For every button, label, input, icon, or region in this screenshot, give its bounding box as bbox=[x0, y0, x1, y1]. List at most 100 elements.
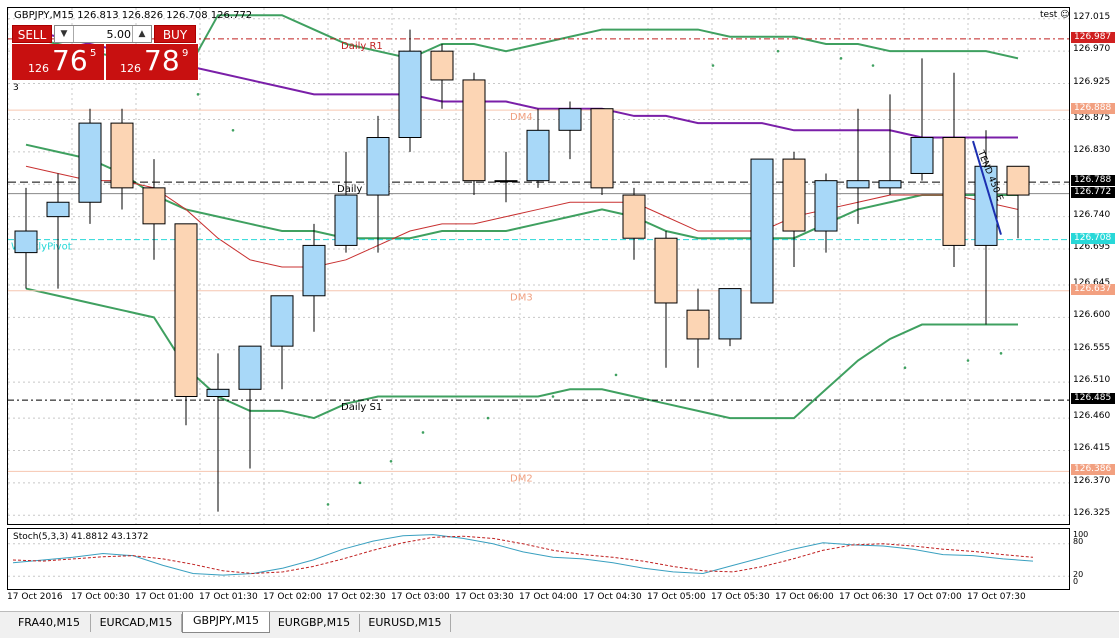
tab-eurusd[interactable]: EURUSD,M15 bbox=[360, 614, 451, 632]
bollinger-middle-line bbox=[25, 143, 1018, 240]
bear-candle bbox=[174, 223, 198, 397]
main-chart-pane[interactable]: Daily R1 Daily Pivot Daily S1 WeeklyPivot DM… bbox=[7, 7, 1070, 525]
sar-dot bbox=[966, 359, 970, 362]
price-tick-label: 126.415 bbox=[1073, 443, 1111, 454]
bear-candle bbox=[622, 194, 646, 239]
stochastic-title: Stoch(5,3,3) 41.8812 43.1372 bbox=[13, 532, 149, 542]
bear-candle bbox=[1006, 165, 1030, 196]
stochastic-pane[interactable] bbox=[7, 528, 1070, 590]
sar-dot bbox=[871, 64, 875, 67]
time-axis-label: 17 Oct 00:30 bbox=[71, 592, 130, 602]
bull-candle bbox=[206, 388, 230, 397]
sar-dot bbox=[231, 129, 235, 132]
bear-candle bbox=[142, 187, 166, 225]
lot-decrease-button[interactable]: ▼ bbox=[55, 26, 74, 42]
price-level-tag: 126.485 bbox=[1071, 393, 1115, 405]
sell-price-quote[interactable]: 126 76 5 bbox=[12, 44, 104, 80]
bear-candle bbox=[590, 108, 614, 189]
symbol-info: GBPJPY,M15 126.813 126.826 126.708 126.7… bbox=[14, 10, 253, 21]
price-level-tag: 126.788 bbox=[1071, 175, 1115, 187]
sar-dot bbox=[839, 57, 843, 60]
price-level-tag: 126.888 bbox=[1071, 103, 1115, 115]
daily-r1-label: Daily R1 bbox=[341, 41, 383, 52]
bull-candle bbox=[910, 137, 934, 174]
weekly-pivot-label: WeeklyPivot bbox=[11, 242, 72, 253]
sell-price-prefix: 126 bbox=[28, 62, 49, 75]
price-tick-label: 126.645 bbox=[1073, 278, 1110, 288]
sar-dot bbox=[326, 503, 330, 506]
price-tick-label: 126.970 bbox=[1073, 44, 1111, 55]
bull-candle bbox=[558, 108, 582, 131]
time-axis-label: 17 Oct 04:00 bbox=[519, 592, 578, 602]
sell-price-big: 76 bbox=[52, 44, 88, 77]
buy-price-quote[interactable]: 126 78 9 bbox=[106, 44, 198, 80]
sell-button[interactable]: SELL bbox=[12, 25, 52, 43]
time-axis-label: 17 Oct 07:30 bbox=[967, 592, 1026, 602]
stoch-level-20: 20 bbox=[1073, 570, 1084, 579]
lot-increase-button[interactable]: ▲ bbox=[132, 26, 151, 42]
bull-candle bbox=[334, 194, 358, 246]
stochastic-scale: 100 80 20 0 bbox=[1070, 528, 1119, 590]
bull-candle bbox=[46, 201, 70, 218]
expert-advisor-label[interactable]: test ☺ bbox=[1040, 10, 1070, 20]
sar-dot bbox=[196, 93, 200, 96]
bull-candle bbox=[302, 244, 326, 297]
stoch-signal-line bbox=[12, 535, 1034, 575]
dm2-label: DM2 bbox=[510, 473, 533, 484]
daily-pivot-label: Daily Pivot bbox=[337, 184, 390, 195]
sar-dot bbox=[614, 373, 618, 377]
buy-price-big: 78 bbox=[144, 44, 180, 77]
bear-candle bbox=[110, 122, 134, 189]
sar-dot bbox=[389, 459, 393, 463]
bull-candle bbox=[270, 295, 294, 347]
bull-candle bbox=[494, 180, 518, 183]
time-axis-label: 17 Oct 05:00 bbox=[647, 592, 706, 602]
bear-candle bbox=[686, 309, 710, 340]
bear-candle bbox=[654, 237, 678, 304]
bull-candle bbox=[366, 137, 390, 196]
bear-candle bbox=[462, 79, 486, 182]
tab-gbpjpy[interactable]: GBPJPY,M15 bbox=[182, 612, 270, 633]
lot-size-stepper[interactable]: ▼ ▲ bbox=[54, 25, 152, 43]
tab-fra40[interactable]: FRA40,M15 bbox=[8, 614, 91, 632]
bull-candle bbox=[846, 180, 870, 189]
bull-candle bbox=[14, 230, 38, 254]
moving-average-red bbox=[25, 165, 1019, 268]
buy-price-prefix: 126 bbox=[120, 62, 141, 75]
time-axis: 17 Oct 2016 17 Oct 00:30 17 Oct 01:00 17 Oc… bbox=[7, 590, 1070, 610]
bull-candle bbox=[750, 158, 774, 304]
stoch-level-0: 0 bbox=[1073, 577, 1079, 586]
trendline bbox=[972, 140, 1002, 235]
tab-eurgbp[interactable]: EURGBP,M15 bbox=[269, 614, 360, 632]
sar-dot bbox=[999, 352, 1003, 355]
stochastic-chart bbox=[8, 534, 1069, 577]
bull-candle bbox=[238, 345, 262, 390]
price-level-tag: 126.987 bbox=[1071, 31, 1115, 43]
price-scale[interactable]: 127.015 126.970 126.925 126.875 126.830 126.7… bbox=[1070, 7, 1119, 525]
bear-candle bbox=[782, 158, 806, 232]
time-axis-label: 17 Oct 2016 bbox=[7, 592, 63, 602]
sar-dot bbox=[421, 431, 425, 434]
chart-tab-bar: FRA40,M15 EURCAD,M15 GBPJPY,M15 EURGBP,M… bbox=[0, 611, 1119, 638]
sar-dot bbox=[903, 366, 907, 370]
expert-name: test bbox=[1040, 10, 1058, 20]
stoch-level-80: 80 bbox=[1073, 537, 1084, 546]
bull-candle bbox=[526, 129, 550, 182]
price-tick-label: 126.740 bbox=[1073, 209, 1111, 220]
lot-size-input[interactable] bbox=[75, 27, 131, 41]
price-level-tag: 126.708 bbox=[1071, 232, 1115, 244]
price-tick-label: 126.830 bbox=[1073, 144, 1111, 155]
time-axis-label: 17 Oct 04:30 bbox=[583, 592, 642, 602]
time-axis-label: 17 Oct 02:30 bbox=[327, 592, 386, 602]
tab-eurcad[interactable]: EURCAD,M15 bbox=[91, 614, 182, 632]
dm4-label: DM4 bbox=[510, 112, 533, 123]
price-level-tag: 126.772 bbox=[1071, 186, 1115, 198]
buy-button[interactable]: BUY bbox=[154, 25, 196, 43]
sell-price-sup: 5 bbox=[90, 48, 97, 59]
bull-candle bbox=[398, 50, 422, 139]
price-chart[interactable]: Daily R1 Daily Pivot Daily S1 WeeklyPivot DM… bbox=[8, 8, 1070, 525]
bear-candle bbox=[942, 137, 966, 246]
price-tick-label: 126.460 bbox=[1073, 411, 1111, 422]
bull-candle bbox=[718, 288, 742, 340]
bear-candle bbox=[430, 50, 454, 81]
